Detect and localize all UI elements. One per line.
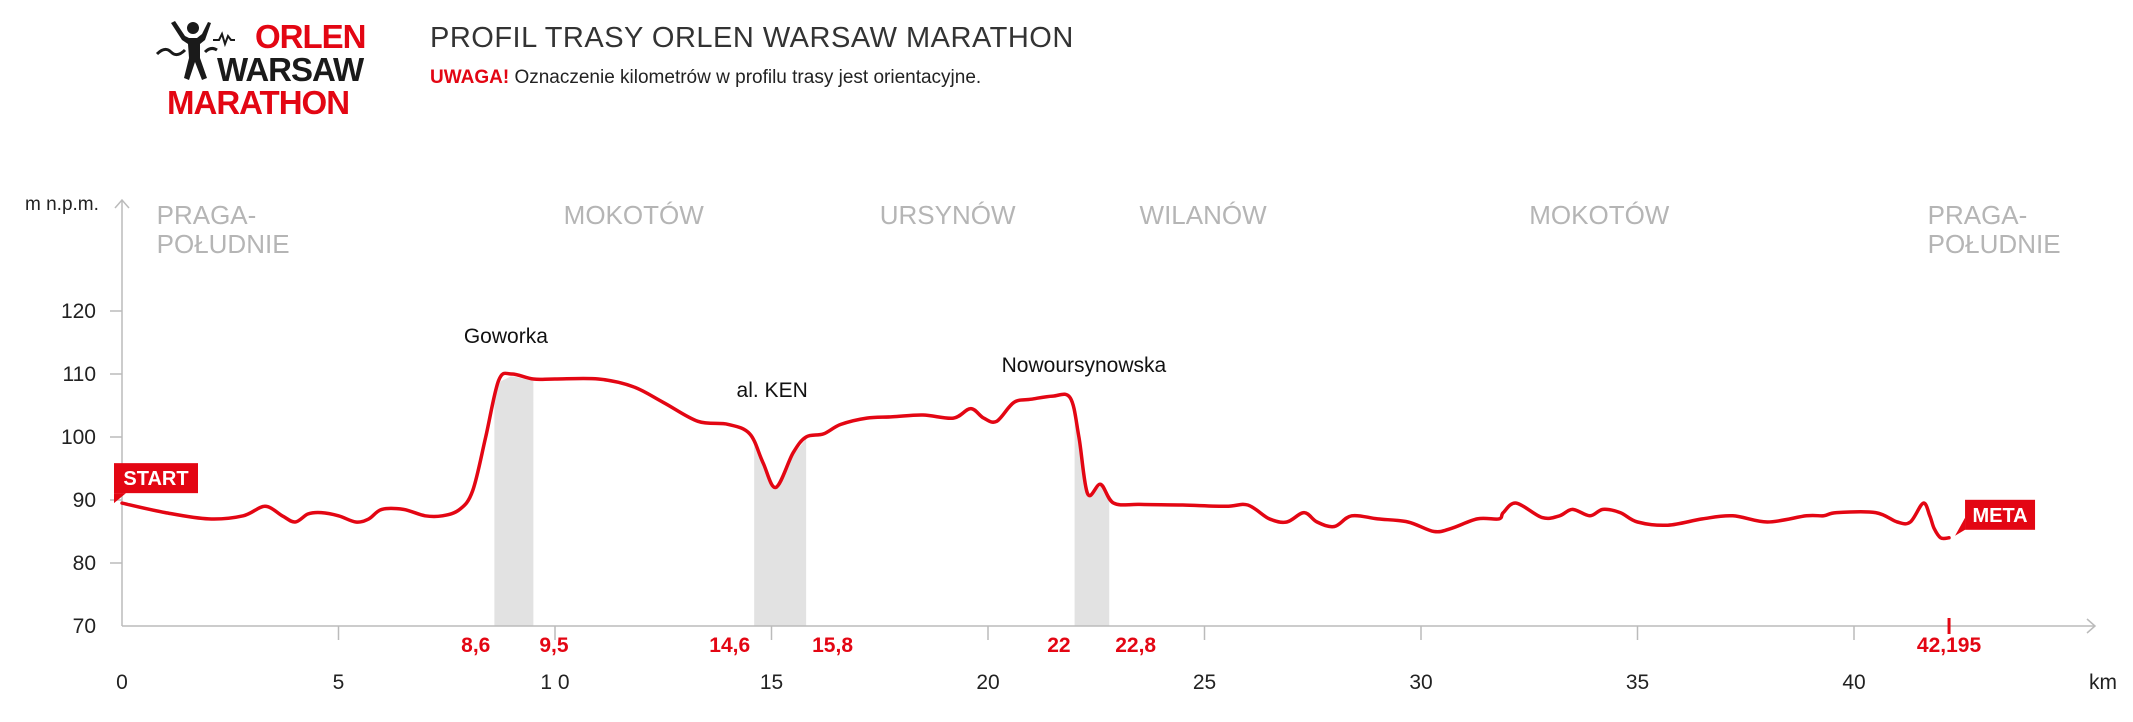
marker-label: META — [1972, 505, 2027, 527]
start-finish-markers: START META — [114, 463, 2036, 536]
special-tick-label: 22 — [1047, 634, 1070, 657]
district-label: PRAGA- — [157, 200, 257, 230]
y-tick-label: 110 — [63, 363, 96, 386]
marker-badge — [114, 463, 198, 494]
district-label-line2: POŁUDNIE — [157, 229, 290, 259]
district-label: PRAGA- — [1928, 200, 2028, 230]
marker-pointer — [1955, 517, 1966, 536]
district-label-line2: POŁUDNIE — [1928, 229, 2061, 259]
logo-line1: ORLEN — [255, 18, 366, 55]
special-tick-label: 22,8 — [1115, 634, 1156, 657]
district-label: WILANÓW — [1140, 200, 1268, 230]
special-tick-label: 14,6 — [709, 634, 750, 657]
runner-icon — [155, 21, 218, 80]
x-tick-label: 20 — [976, 671, 999, 694]
marker-meta: META — [1955, 499, 2036, 536]
climb-label: al. KEN — [737, 379, 808, 402]
page-title: PROFIL TRASY ORLEN WARSAW MARATHON — [430, 22, 1074, 54]
x-tick-label: 1 0 — [540, 671, 569, 694]
warning-label: UWAGA! — [430, 67, 510, 88]
y-tick-label: 100 — [61, 426, 96, 449]
orlen-warsaw-marathon-logo: ORLEN WARSAW MARATHON — [155, 18, 395, 121]
district-label: MOKOTÓW — [1529, 200, 1670, 230]
climb-shade — [494, 376, 534, 626]
climb-label: Nowoursynowska — [1002, 354, 1167, 377]
climb-label: Goworka — [464, 325, 548, 348]
climb-shade — [754, 439, 807, 626]
x-axis-arrow-icon — [2086, 618, 2097, 634]
x-tick-label: 30 — [1409, 671, 1432, 694]
x-tick-label: 25 — [1193, 671, 1216, 694]
marker-pointer — [114, 493, 126, 504]
warning-text: Oznaczenie kilometrów w profilu trasy je… — [514, 67, 982, 88]
marker-start: START — [114, 463, 198, 504]
marker-label: START — [123, 468, 188, 490]
y-tick-label: 90 — [73, 489, 96, 512]
x-tick-label: 15 — [760, 671, 783, 694]
y-tick-label: 120 — [61, 300, 96, 323]
logo-line3: MARATHON — [167, 84, 349, 118]
x-tick-label: 0 — [116, 671, 128, 694]
x-axis-label: km — [2089, 671, 2117, 694]
subtitle: UWAGA! Oznaczenie kilometrów w profilu t… — [430, 67, 981, 89]
special-tick-label: 8,6 — [461, 634, 490, 657]
y-axis-arrow-icon — [114, 198, 130, 209]
elevation-profile-line — [120, 371, 1951, 541]
x-tick-label: 40 — [1842, 671, 1865, 694]
pulse-icon — [213, 31, 235, 48]
district-label: MOKOTÓW — [564, 200, 705, 230]
special-tick-label: 42,195 — [1917, 634, 1982, 657]
profile-line-group — [120, 371, 1951, 541]
special-tick-label: 9,5 — [539, 634, 569, 657]
special-tick-label: 15,8 — [812, 634, 853, 657]
climb-shades — [494, 376, 1110, 626]
x-tick-label: 35 — [1626, 671, 1649, 694]
y-tick-label: 70 — [73, 615, 96, 638]
y-tick-label: 80 — [73, 552, 96, 575]
logo-line2: WARSAW — [217, 51, 365, 88]
district-label: URSYNÓW — [880, 200, 1016, 230]
climb-labels: Goworka al. KEN Nowoursynowska — [464, 325, 1167, 402]
logo-graphic: ORLEN WARSAW MARATHON — [155, 18, 367, 121]
y-axis-label: m n.p.m. — [25, 194, 99, 215]
marker-badge — [1965, 499, 2036, 530]
x-tick-label: 5 — [333, 671, 345, 694]
